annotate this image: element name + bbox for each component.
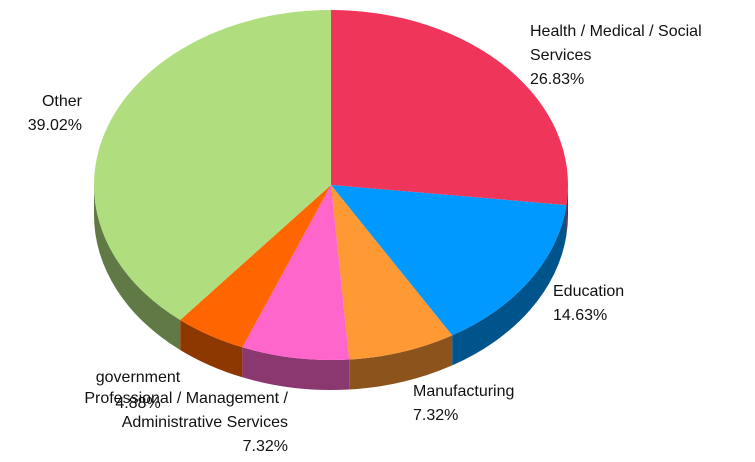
slice-label: Other 39.02%: [2, 90, 82, 138]
slice: [180, 185, 331, 348]
slice-label-name: government: [95, 369, 181, 386]
slice-label: Education 14.63%: [553, 280, 673, 328]
slice-label-name: Health / Medical / Social Services: [530, 23, 702, 64]
slice: [242, 185, 350, 361]
slice-side: [566, 185, 568, 236]
slice-label-name: Education: [553, 283, 625, 300]
slice: [331, 185, 567, 336]
slice-side: [452, 205, 567, 366]
slice-side: [242, 347, 350, 390]
slice-side: [94, 185, 181, 350]
slice-label: Health / Medical / Social Services 26.83%: [530, 20, 755, 92]
slice: [331, 10, 568, 206]
slice-label-value: 39.02%: [27, 117, 82, 134]
slice-side: [349, 335, 453, 390]
slice-label-name: Professional / Management / Administrati…: [84, 390, 288, 431]
slice-label: government 4.88%: [63, 365, 213, 417]
slice-label: Manufacturing 7.32%: [413, 380, 573, 428]
slice-label: Professional / Management / Administrati…: [28, 387, 288, 459]
slice-label-value: 14.63%: [553, 307, 608, 324]
slice-label-value: 7.32%: [413, 407, 459, 424]
slice-label-value: 4.88%: [115, 395, 161, 412]
slice-label-value: 7.32%: [242, 438, 288, 455]
slice: [331, 185, 453, 360]
slice-label-name: Other: [41, 93, 82, 110]
slice-label-name: Manufacturing: [413, 383, 515, 400]
slice-label-value: 26.83%: [530, 71, 585, 88]
slice: [93, 10, 332, 320]
slice-side: [180, 319, 243, 378]
